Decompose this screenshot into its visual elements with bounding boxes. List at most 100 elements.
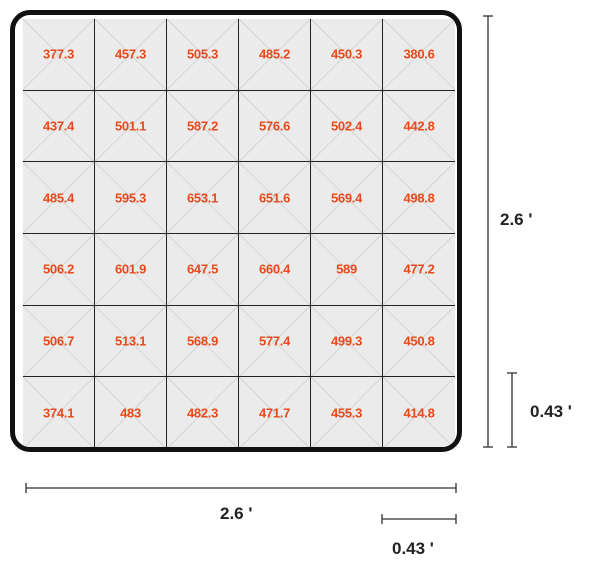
width-cell-label: 0.43 ʹ	[392, 539, 434, 558]
cell-value: 414.8	[403, 405, 435, 421]
height-total-dimension	[483, 15, 493, 448]
grid-cell: 506.2	[23, 234, 95, 306]
cell-value: 477.2	[403, 261, 435, 277]
cell-diagonal-marks	[383, 306, 455, 377]
grid-cell: 647.5	[167, 234, 239, 306]
height-cell-label: 0.43 ʹ	[530, 402, 572, 421]
cell-diagonal-marks	[95, 91, 166, 162]
cell-diagonal-marks	[383, 162, 455, 233]
grid-cell: 450.8	[383, 305, 455, 378]
cell-value: 651.6	[258, 190, 291, 206]
cell-value: 499.3	[330, 333, 363, 349]
cell-value: 485.4	[42, 190, 75, 206]
grid-cell: 437.4	[23, 90, 95, 163]
cell-diagonal-marks	[167, 19, 238, 90]
cell-diagonal-marks	[383, 234, 455, 305]
cell-diagonal-marks	[239, 19, 310, 90]
grid-cell: 442.8	[383, 90, 455, 163]
grid-cell: 485.4	[23, 162, 95, 234]
cell-diagonal-marks	[311, 162, 382, 233]
grid-cell: 414.8	[383, 377, 455, 449]
cell-value: 589	[336, 261, 357, 277]
cell-value: 450.3	[330, 46, 363, 62]
cell-diagonal-marks	[239, 162, 310, 233]
grid-cell: 576.6	[239, 90, 311, 163]
grid-cell: 482.3	[167, 377, 239, 449]
cell-value: 653.1	[186, 190, 219, 206]
value-grid: 377.3 457.3 505.3 485.2 450.3 380.6 437.4 501.1…	[23, 19, 455, 449]
grid-cell: 377.3	[23, 19, 95, 91]
cell-value: 568.9	[186, 333, 219, 349]
cell-value: 437.4	[42, 118, 75, 134]
cell-value: 569.4	[330, 190, 363, 206]
grid-cell: 485.2	[239, 19, 311, 91]
cell-diagonal-marks	[311, 234, 382, 305]
cell-diagonal-marks	[239, 306, 310, 377]
grid-cell: 502.4	[311, 90, 383, 163]
width-total-dimension	[25, 483, 457, 493]
cell-value: 660.4	[258, 261, 291, 277]
cell-value: 506.7	[42, 333, 75, 349]
grid-cell: 477.2	[383, 234, 455, 306]
cell-value: 380.6	[403, 46, 435, 62]
cell-diagonal-marks	[95, 162, 166, 233]
grid-cell: 455.3	[311, 377, 383, 449]
cell-diagonal-marks	[23, 162, 94, 233]
cell-value: 442.8	[403, 118, 435, 134]
grid-cell: 587.2	[167, 90, 239, 163]
height-cell-dimension	[507, 372, 517, 448]
grid-cell: 457.3	[95, 19, 167, 91]
cell-diagonal-marks	[311, 19, 382, 90]
grid-cell: 513.1	[95, 305, 167, 378]
width-total-label: 2.6 ʹ	[220, 504, 253, 523]
cell-value: 483	[120, 405, 141, 421]
cell-diagonal-marks	[167, 306, 238, 377]
grid-cell: 471.7	[239, 377, 311, 449]
cell-value: 377.3	[42, 46, 75, 62]
grid-cell: 577.4	[239, 305, 311, 378]
grid-cell: 380.6	[383, 19, 455, 91]
cell-diagonal-marks	[23, 306, 94, 377]
cell-value: 471.7	[258, 405, 291, 421]
cell-diagonal-marks	[167, 234, 238, 305]
cell-diagonal-marks	[23, 91, 94, 162]
cell-diagonal-marks	[383, 91, 455, 162]
cell-value: 501.1	[114, 118, 147, 134]
grid-cell: 601.9	[95, 234, 167, 306]
width-cell-dimension	[381, 514, 457, 524]
cell-diagonal-marks	[23, 377, 94, 449]
cell-diagonal-marks	[23, 234, 94, 305]
cell-value: 505.3	[186, 46, 219, 62]
cell-value: 601.9	[114, 261, 147, 277]
cell-diagonal-marks	[167, 377, 238, 449]
cell-value: 498.8	[403, 190, 435, 206]
grid-cell: 653.1	[167, 162, 239, 234]
cell-value: 450.8	[403, 333, 435, 349]
grid-cell: 660.4	[239, 234, 311, 306]
cell-diagonal-marks	[311, 377, 382, 449]
cell-diagonal-marks	[383, 19, 455, 90]
grid-cell: 569.4	[311, 162, 383, 234]
cell-diagonal-marks	[383, 377, 455, 449]
cell-diagonal-marks	[239, 377, 310, 449]
cell-diagonal-marks	[239, 234, 310, 305]
cell-diagonal-marks	[95, 234, 166, 305]
grid-cell: 450.3	[311, 19, 383, 91]
cell-diagonal-marks	[95, 377, 166, 449]
cell-value: 455.3	[330, 405, 363, 421]
cell-value: 513.1	[114, 333, 147, 349]
cell-value: 576.6	[258, 118, 291, 134]
grid-cell: 498.8	[383, 162, 455, 234]
cell-value: 485.2	[258, 46, 291, 62]
grid-cell: 499.3	[311, 305, 383, 378]
grid-cell: 568.9	[167, 305, 239, 378]
cell-value: 502.4	[330, 118, 363, 134]
cell-value: 577.4	[258, 333, 291, 349]
cell-diagonal-marks	[95, 306, 166, 377]
cell-diagonal-marks	[167, 162, 238, 233]
height-total-label: 2.6 ʹ	[500, 210, 533, 229]
cell-diagonal-marks	[23, 19, 94, 90]
cell-diagonal-marks	[311, 306, 382, 377]
cell-value: 374.1	[42, 405, 75, 421]
